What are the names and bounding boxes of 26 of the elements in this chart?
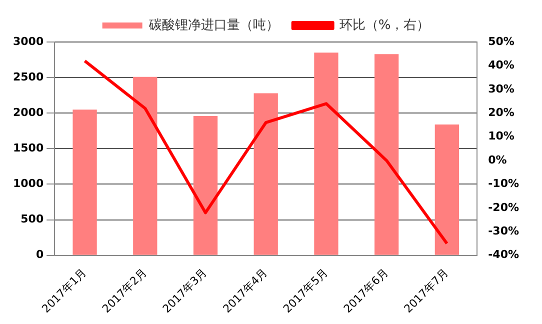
y2-tick-label: 0% <box>488 153 507 166</box>
y-tick-label: 2000 <box>12 106 44 119</box>
y-tick-label: 0 <box>36 248 44 262</box>
y2-tick-label: 10% <box>488 130 514 143</box>
bar <box>193 116 218 255</box>
y2-tick-label: -40% <box>488 248 520 262</box>
y-tick-label: 1500 <box>12 142 44 155</box>
bar <box>434 124 459 255</box>
y2-tick-label: -10% <box>488 177 520 190</box>
legend-label: 环比（%，右） <box>339 18 430 33</box>
y-tick-label: 2500 <box>12 70 44 84</box>
y-tick-label: 1000 <box>12 177 44 190</box>
y-tick-label: 500 <box>20 212 44 226</box>
y2-tick-label: -20% <box>488 200 520 214</box>
y2-tick-label: 40% <box>488 58 514 72</box>
y2-tick-label: 20% <box>488 106 514 119</box>
bar <box>314 52 338 255</box>
bar <box>254 93 278 255</box>
y2-tick-label: 30% <box>488 82 514 96</box>
y-tick-label: 3000 <box>12 34 44 48</box>
bar <box>133 76 158 255</box>
bar <box>72 110 97 255</box>
y2-tick-label: -30% <box>488 224 520 238</box>
y2-tick-label: 50% <box>488 34 514 48</box>
legend-label: 碳酸锂净进口量（吨） <box>148 18 279 33</box>
bar <box>374 54 399 255</box>
